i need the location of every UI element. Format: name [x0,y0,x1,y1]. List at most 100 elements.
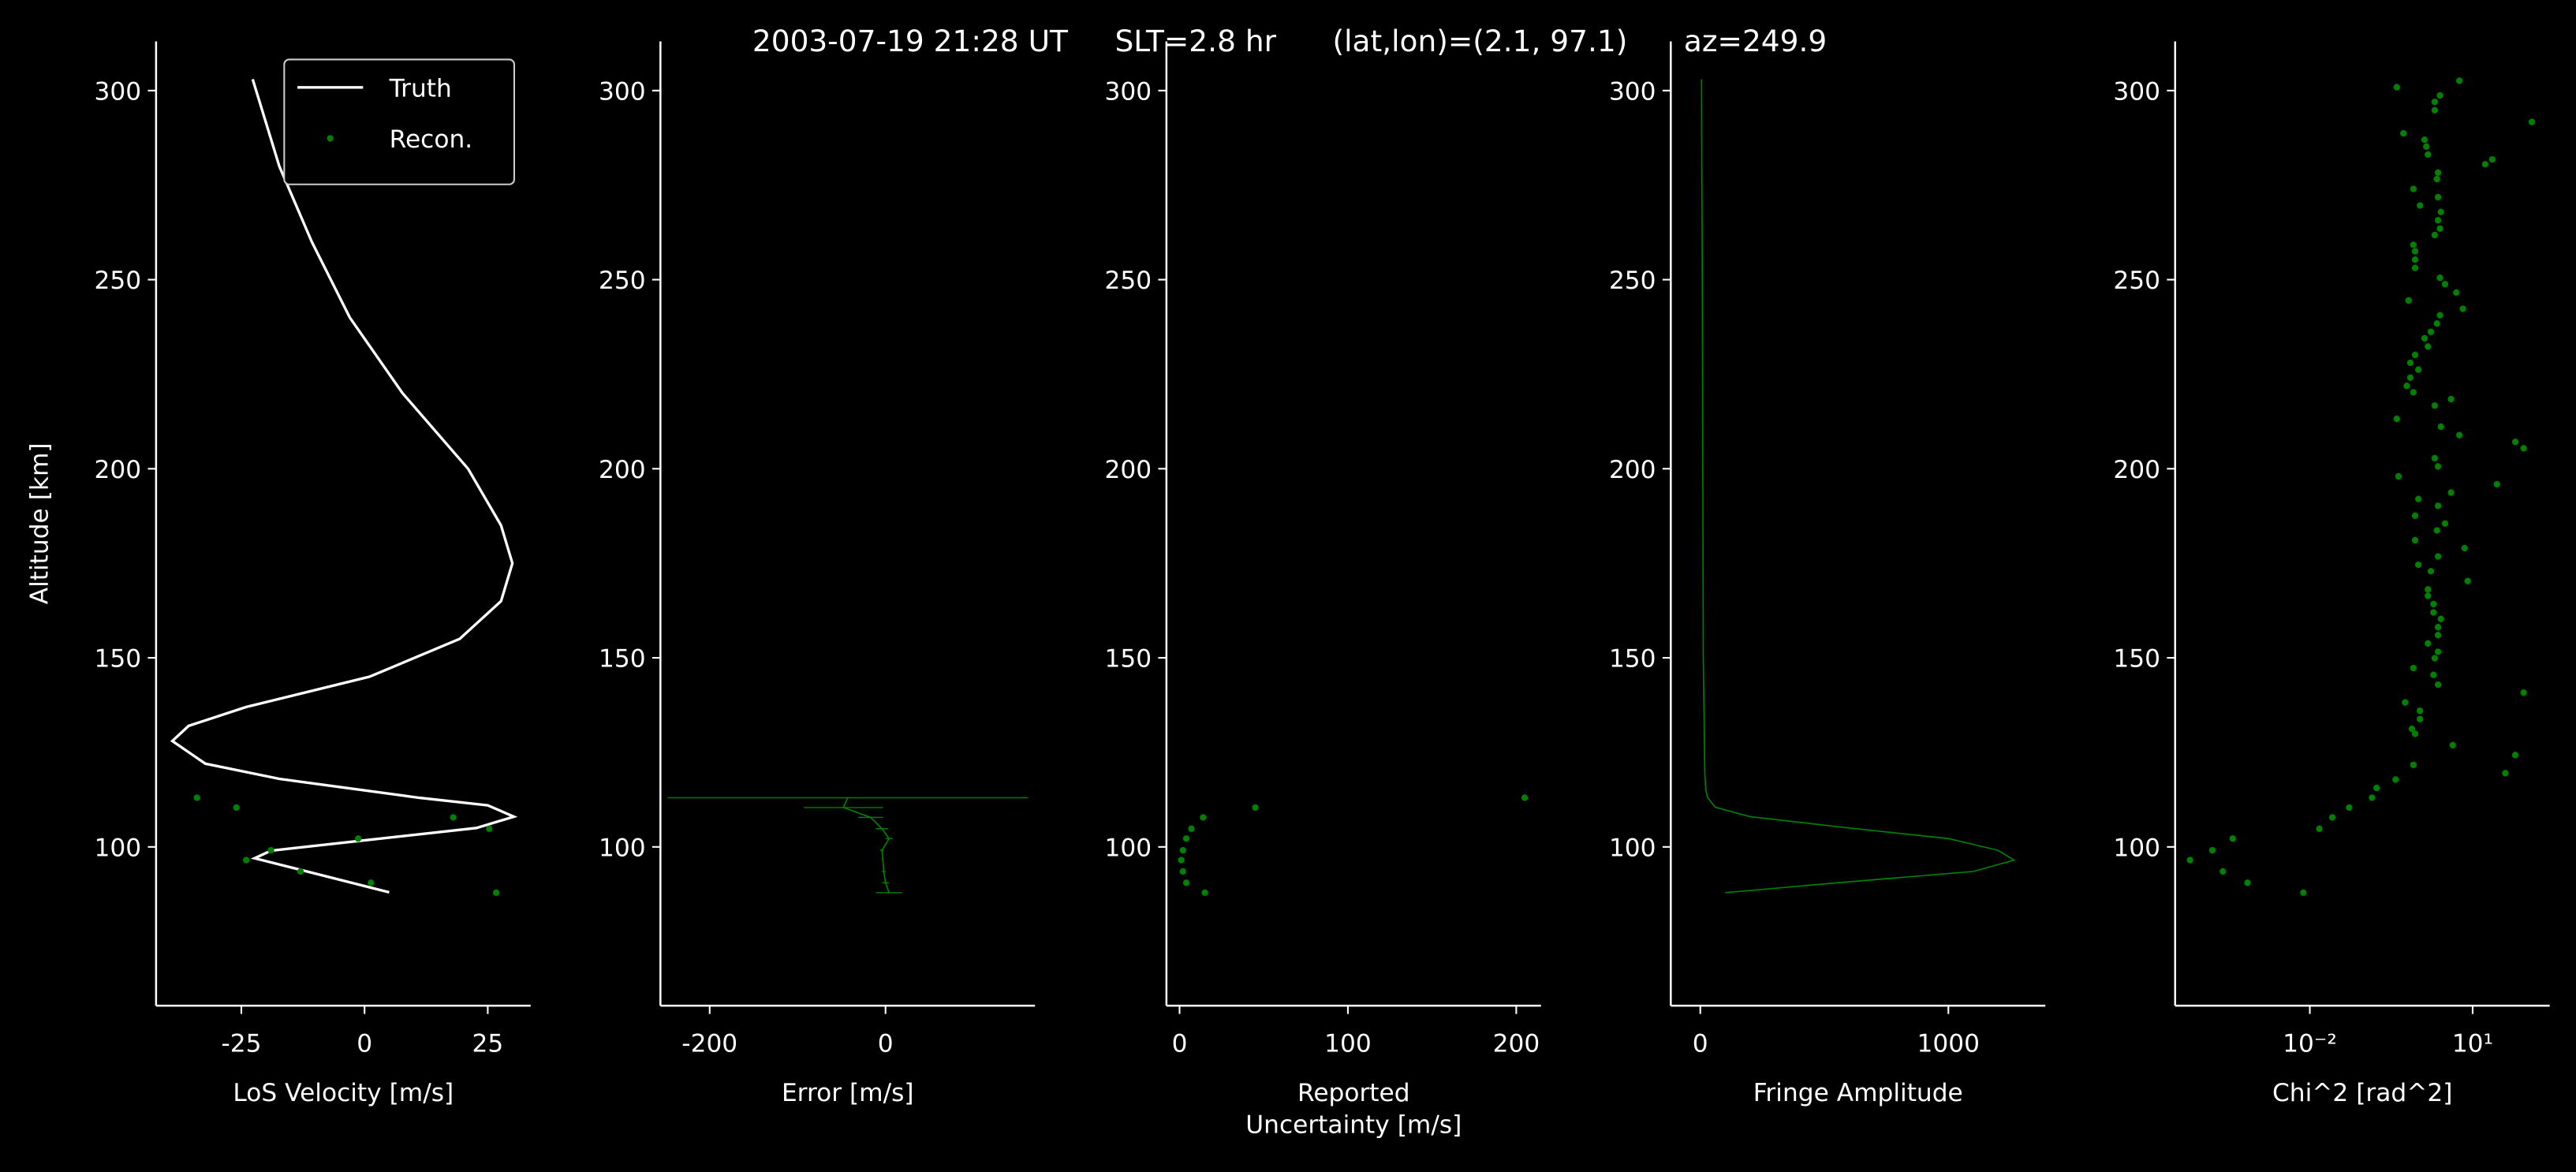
y-tick-label: 150 [95,645,142,674]
x-axis-label: Fringe Amplitude [1753,1079,1963,1107]
data-point [1200,814,1207,821]
data-point [1252,804,1259,812]
data-point [2437,208,2444,215]
data-point [2434,169,2442,177]
data-point [2411,730,2419,737]
data-point [2392,776,2399,783]
data-point [1188,825,1195,832]
y-tick-label: 200 [599,456,646,484]
y-tick-label: 100 [2113,834,2160,862]
data-point [2208,846,2216,854]
data-point [2414,366,2422,373]
data-point [2427,328,2435,335]
legend-box [283,58,515,185]
data-point [2431,655,2439,662]
x-tick-label: 0 [1693,1030,1708,1058]
data-point [2437,423,2444,431]
data-point [2436,225,2443,233]
data-point [2414,561,2422,569]
data-point [2425,343,2432,350]
data-point [2511,752,2519,759]
data-point [2421,334,2429,342]
data-point [2421,136,2429,144]
data-point [354,835,362,842]
data-point [2411,351,2419,359]
data-point [2410,185,2417,192]
data-point [2434,553,2442,560]
data-point [2431,402,2439,409]
data-point [2410,761,2417,768]
x-axis-label: Error [m/s] [782,1079,914,1107]
x-axis-label: Chi^2 [rad^2] [2272,1079,2452,1107]
x-tick-label: 0 [878,1030,894,1058]
y-tick-label: 150 [2113,645,2160,674]
data-point [2411,264,2419,271]
data-point [2425,586,2432,593]
data-point [2433,175,2440,183]
data-point [2425,592,2432,599]
data-point [2449,741,2456,748]
data-point [2528,118,2536,125]
data-point [2459,305,2466,312]
data-point [2511,439,2519,446]
data-point [2434,648,2442,655]
data-point [1178,857,1185,864]
data-point [1182,835,1190,842]
y-tick-label: 100 [1609,834,1656,862]
data-point [2453,289,2460,297]
data-point [2520,445,2527,452]
data-point [2436,274,2443,282]
data-point [2455,77,2463,84]
x-tick-label: 1000 [1917,1030,1980,1058]
y-tick-label: 100 [95,834,142,862]
data-point [2406,359,2414,367]
y-tick-label: 200 [1104,456,1152,484]
data-point [2464,577,2471,584]
data-point [2402,699,2409,706]
y-tick-label: 250 [599,267,646,295]
data-point [2410,389,2417,396]
x-tick-label: 0 [1172,1030,1188,1058]
data-point [2411,536,2419,544]
y-tick-label: 300 [95,77,142,106]
legend-label: Truth [389,74,452,103]
data-point [2411,512,2419,519]
data-point [2417,715,2424,722]
data-point [2447,395,2455,403]
data-point [2436,312,2443,319]
data-point [2481,161,2488,168]
data-point [2437,615,2444,622]
data-point [2441,520,2449,528]
series-line [1701,79,2016,894]
data-point [2411,248,2419,255]
x-tick-label: 10¹ [2452,1030,2493,1058]
x-tick-label: 25 [472,1030,504,1058]
y-tick-label: 300 [599,77,646,106]
y-tick-label: 200 [2113,456,2160,484]
data-point [2434,624,2442,631]
x-tick-label: 100 [1324,1030,1372,1058]
series-line [842,797,890,894]
y-tick-label: 300 [1609,77,1656,106]
data-point [2433,527,2440,534]
y-tick-label: 300 [1104,77,1152,106]
data-point [2393,84,2400,91]
x-tick-label: -200 [681,1030,737,1058]
data-point [2461,544,2468,552]
data-point [2373,784,2380,792]
data-point [2425,640,2432,648]
data-point [2403,383,2410,390]
data-point [2316,825,2323,832]
y-tick-label: 100 [599,834,646,862]
data-point [2346,804,2353,812]
data-point [2434,681,2442,689]
data-point [2431,106,2439,114]
data-point [2410,241,2417,248]
data-point [1182,879,1190,886]
data-point [233,804,240,812]
data-point [2400,129,2407,137]
data-point [267,846,274,854]
y-tick-label: 250 [2113,267,2160,295]
data-point [2417,202,2424,209]
